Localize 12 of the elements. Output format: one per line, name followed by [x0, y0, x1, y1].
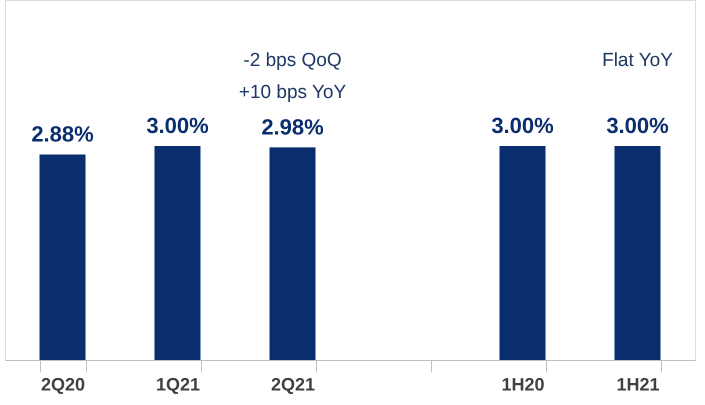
data-label: 2.88% — [31, 122, 94, 147]
data-label: 3.00% — [606, 113, 669, 138]
text: -2 bps QoQ +10 bps YoY — [238, 50, 346, 103]
x-tick-label: 2Q20 — [40, 374, 86, 394]
x-tick-label: 1Q21 — [156, 374, 200, 394]
data-label: 3.00% — [146, 113, 209, 138]
data-label: 2.98% — [261, 114, 324, 140]
x-tick-label: 2Q21 — [270, 374, 316, 394]
text: Flat YoY — [602, 50, 674, 71]
data-label: 3.00% — [491, 113, 554, 138]
x-tick-label: 1H21 — [616, 374, 660, 394]
x-tick-label: 1H20 — [501, 374, 545, 394]
